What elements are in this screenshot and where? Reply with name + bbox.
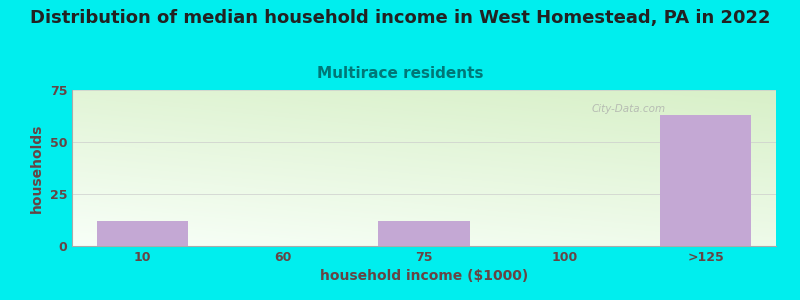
Text: City-Data.com: City-Data.com (591, 104, 666, 114)
Bar (378, 221, 470, 246)
Y-axis label: households: households (30, 123, 44, 213)
Bar (660, 115, 751, 246)
Text: Distribution of median household income in West Homestead, PA in 2022: Distribution of median household income … (30, 9, 770, 27)
Bar (97, 221, 188, 246)
X-axis label: household income ($1000): household income ($1000) (320, 269, 528, 284)
Text: Multirace residents: Multirace residents (317, 66, 483, 81)
